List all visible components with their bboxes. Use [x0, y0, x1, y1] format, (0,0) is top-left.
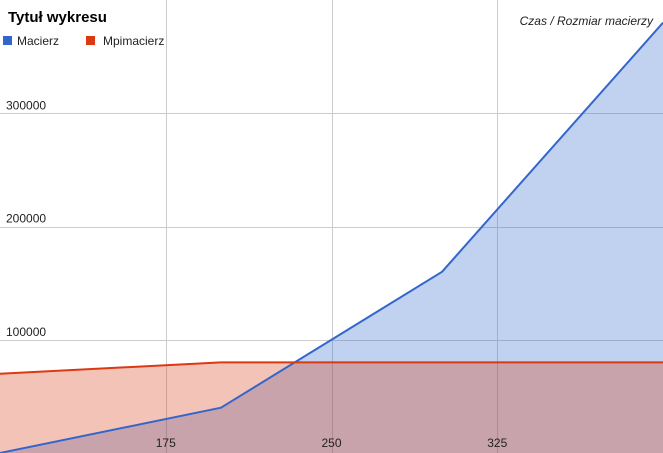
legend: Macierz Mpimacierz [3, 34, 164, 48]
x-tick-label-0: 175 [156, 436, 176, 450]
y-tick-label-2: 300000 [6, 98, 46, 112]
legend-swatch-macierz [3, 36, 12, 45]
line-mpimacierz[interactable] [0, 361, 663, 375]
tick-labels: 100000 200000 300000 175 250 325 [6, 98, 508, 450]
legend-swatch-mpimacierz [86, 36, 95, 45]
chart-title: Tytuł wykresu [8, 9, 107, 26]
y-tick-label-0: 100000 [6, 325, 46, 339]
y-tick-label-1: 200000 [6, 212, 46, 226]
x-tick-label-1: 250 [321, 436, 341, 450]
axis-title: Czas / Rozmiar macierzy [520, 14, 654, 28]
area-macierz [0, 22, 663, 453]
area-layer [0, 22, 663, 453]
legend-label-mpimacierz[interactable]: Mpimacierz [103, 34, 164, 48]
legend-label-macierz[interactable]: Macierz [17, 34, 59, 48]
area-mpimacierz [0, 362, 663, 453]
line-layer [0, 21, 663, 453]
line-macierz[interactable] [0, 21, 663, 453]
x-tick-label-2: 325 [487, 436, 507, 450]
